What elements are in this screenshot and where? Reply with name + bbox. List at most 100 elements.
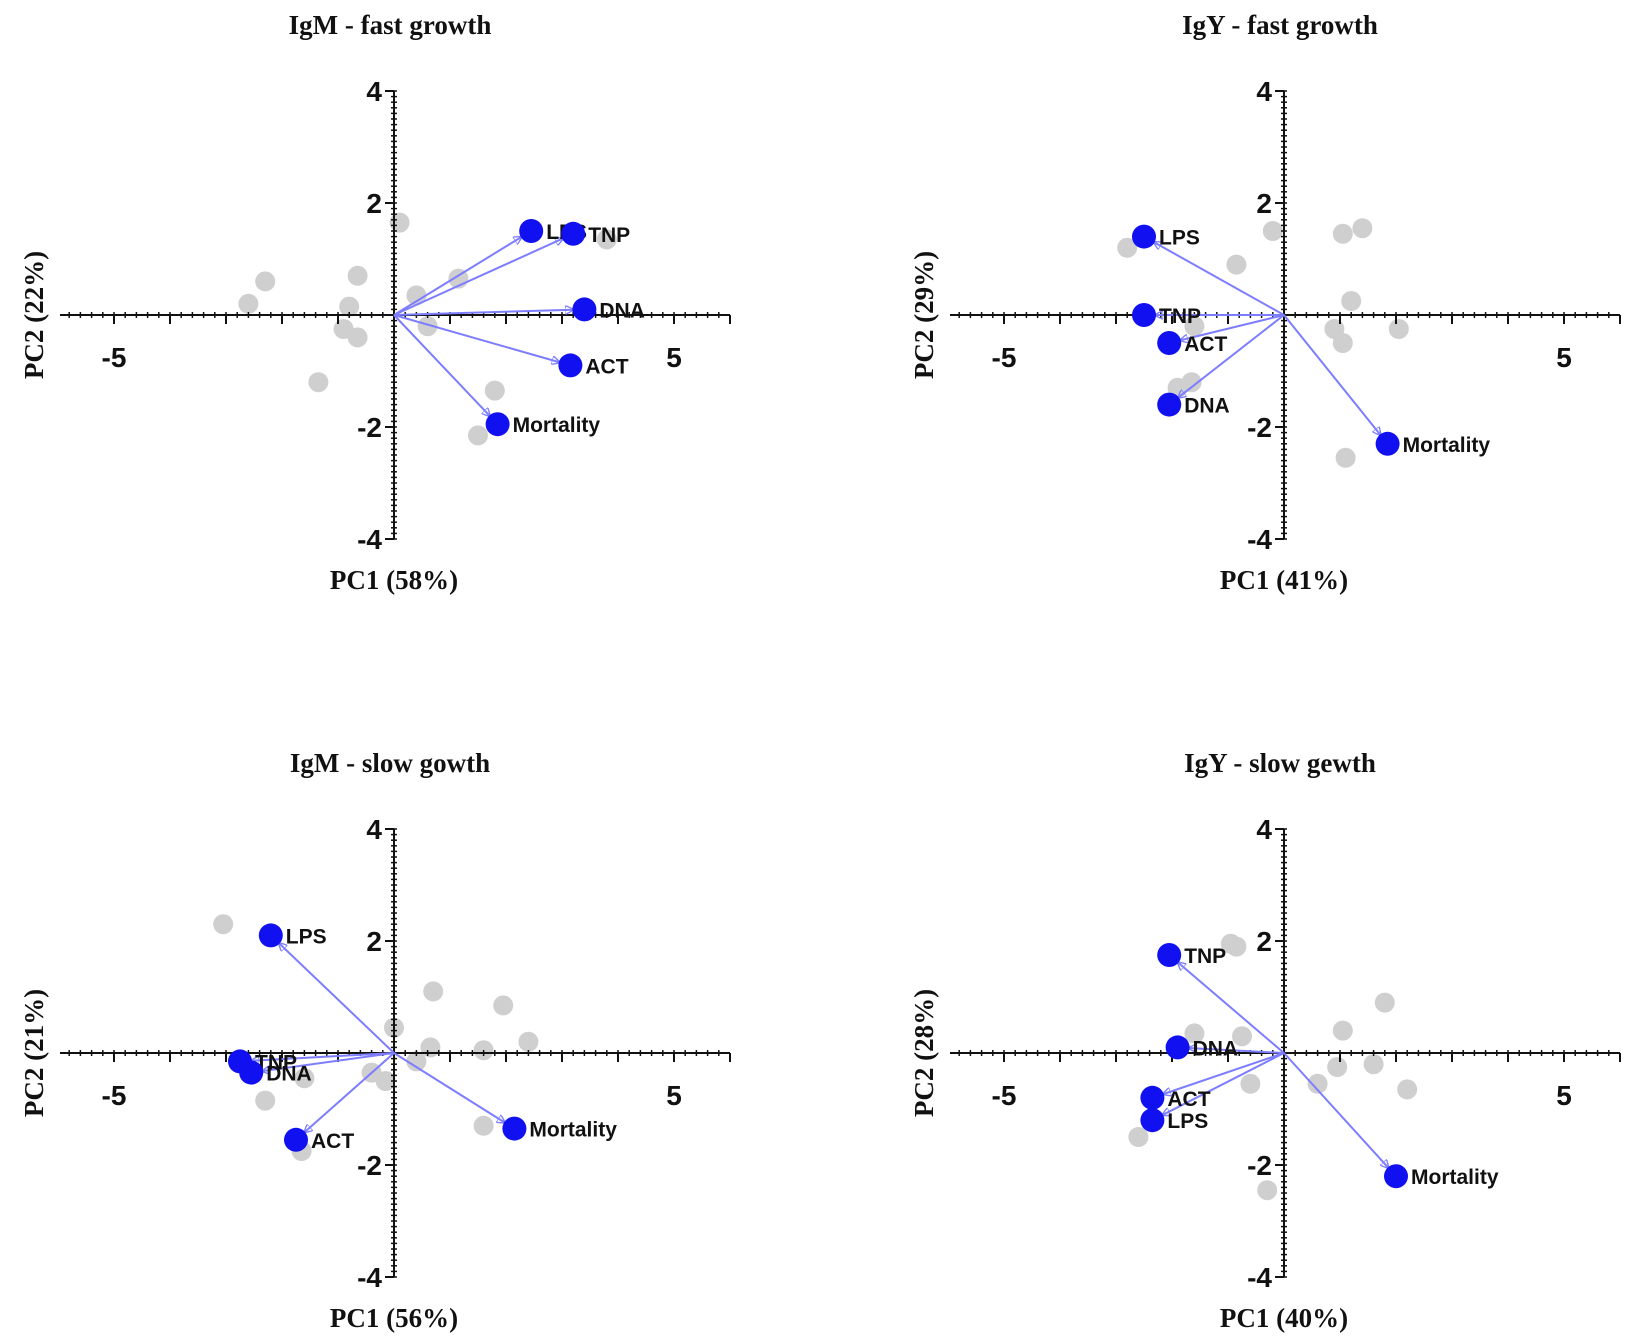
score-point bbox=[389, 212, 410, 233]
score-point bbox=[1363, 1054, 1384, 1075]
y-axis-title: PC2 (29%) bbox=[909, 251, 939, 379]
score-point bbox=[308, 372, 329, 393]
x-axis-title: PC1 (41%) bbox=[1220, 565, 1348, 595]
loading-point bbox=[239, 1060, 264, 1085]
loading-point bbox=[1165, 1035, 1190, 1060]
loading-point bbox=[1384, 1164, 1408, 1189]
y-tick-label: -2 bbox=[357, 1150, 382, 1181]
loading-label: LPS bbox=[1159, 227, 1200, 250]
y-axis-title: PC2 (28%) bbox=[909, 989, 939, 1117]
loading-point bbox=[1140, 1108, 1165, 1133]
x-axis-title: PC1 (58%) bbox=[330, 565, 458, 595]
score-point bbox=[255, 1090, 276, 1111]
loading-label: DNA bbox=[1184, 395, 1230, 418]
score-point bbox=[1184, 1023, 1205, 1044]
y-tick-label: 4 bbox=[1256, 814, 1272, 845]
loading-arrow bbox=[1162, 1052, 1285, 1115]
score-point bbox=[473, 1115, 494, 1136]
loading-arrow bbox=[304, 1052, 395, 1133]
y-tick-label: 2 bbox=[366, 188, 382, 219]
loading-point bbox=[284, 1127, 308, 1152]
score-point bbox=[420, 1037, 441, 1058]
loading-arrow bbox=[1189, 1048, 1285, 1054]
loading-label: Mortality bbox=[1411, 1166, 1499, 1189]
loading-point bbox=[1140, 1085, 1165, 1110]
x-axis-title: PC1 (56%) bbox=[330, 1303, 458, 1333]
loading-point bbox=[519, 219, 544, 243]
loading-point bbox=[1375, 431, 1400, 456]
y-axis-title: PC2 (22%) bbox=[19, 251, 49, 379]
score-point bbox=[375, 1071, 396, 1091]
y-tick-label: 2 bbox=[366, 926, 382, 957]
loading-arrow bbox=[262, 1052, 395, 1071]
loading-arrow bbox=[1163, 1052, 1285, 1094]
score-point bbox=[406, 1051, 427, 1072]
y-tick-label: -2 bbox=[357, 412, 382, 443]
score-point bbox=[1332, 1020, 1353, 1041]
loading-label: TNP bbox=[588, 224, 630, 247]
y-tick-label: -4 bbox=[1247, 1262, 1272, 1293]
x-tick-label: 5 bbox=[666, 1080, 682, 1111]
loading-point bbox=[485, 412, 510, 437]
y-tick-label: 4 bbox=[366, 814, 382, 845]
loading-point bbox=[1157, 943, 1182, 967]
score-point bbox=[1184, 316, 1205, 337]
y-tick-label: -4 bbox=[1247, 524, 1272, 555]
loading-arrow bbox=[1178, 962, 1285, 1054]
loading-label: DNA bbox=[1193, 1037, 1239, 1060]
loading-arrow bbox=[393, 1052, 505, 1123]
y-axis-title: PC2 (21%) bbox=[19, 989, 49, 1117]
y-tick-label: -4 bbox=[357, 1262, 382, 1293]
x-tick-label: 5 bbox=[1556, 342, 1572, 373]
score-point bbox=[1117, 237, 1138, 258]
loading-arrow bbox=[393, 238, 563, 316]
plot-area: -5 5 4 2 -2 -4 LPS TNP ACT DNA Mortality bbox=[950, 76, 1621, 555]
loading-label: Mortality bbox=[513, 414, 601, 437]
loading-arrow bbox=[393, 314, 490, 416]
score-point bbox=[518, 1031, 539, 1052]
score-point bbox=[1128, 1127, 1149, 1147]
loading-arrow bbox=[251, 1052, 395, 1061]
panel-title: IgY - slow gewth bbox=[1184, 748, 1376, 778]
score-point bbox=[1240, 1073, 1261, 1094]
score-point bbox=[423, 981, 444, 1002]
x-tick-label: -5 bbox=[102, 1080, 127, 1111]
loading-label: TNP bbox=[1184, 945, 1226, 968]
x-axis-title: PC1 (40%) bbox=[1220, 1303, 1348, 1333]
score-point bbox=[1374, 992, 1395, 1013]
score-point bbox=[1226, 936, 1247, 957]
panel-igm-slow-growth: IgM - slow gowth PC1 (56%) PC2 (21%) -5 5… bbox=[19, 748, 731, 1333]
score-point bbox=[347, 265, 368, 286]
loading-arrow bbox=[1283, 314, 1381, 435]
loading-arrow bbox=[1180, 314, 1285, 340]
y-tick-label: 2 bbox=[1256, 926, 1272, 957]
score-point bbox=[1332, 223, 1353, 244]
score-point bbox=[347, 327, 368, 348]
loading-label: Mortality bbox=[1403, 434, 1491, 457]
y-tick-label: 4 bbox=[1256, 76, 1272, 107]
loading-point bbox=[1157, 331, 1182, 355]
loading-arrow bbox=[1154, 242, 1285, 316]
score-point bbox=[1388, 319, 1409, 339]
loading-arrow bbox=[279, 943, 395, 1054]
y-tick-label: 4 bbox=[366, 76, 382, 107]
loading-arrow bbox=[393, 314, 560, 362]
score-point bbox=[1352, 218, 1373, 239]
panel-title: IgM - fast growth bbox=[289, 10, 492, 40]
loading-point bbox=[572, 297, 597, 322]
panel-igy-slow-growth: IgY - slow gewth PC1 (40%) PC2 (28%) -5 5… bbox=[909, 748, 1621, 1333]
score-point bbox=[294, 1068, 315, 1089]
loading-label: TNP bbox=[255, 1051, 297, 1074]
score-point bbox=[493, 995, 514, 1016]
x-tick-label: 5 bbox=[1556, 1080, 1572, 1111]
x-tick-label: -5 bbox=[102, 342, 127, 373]
panel-igm-fast-growth: IgM - fast growth PC1 (58%) PC2 (22%) -5… bbox=[19, 10, 731, 595]
panel-igy-fast-growth: IgY - fast growth PC1 (41%) PC2 (29%) -5… bbox=[909, 10, 1621, 595]
score-point bbox=[417, 316, 438, 337]
loading-arrow bbox=[1283, 1052, 1389, 1168]
loading-label: DNA bbox=[266, 1063, 312, 1086]
loading-point bbox=[258, 923, 283, 948]
